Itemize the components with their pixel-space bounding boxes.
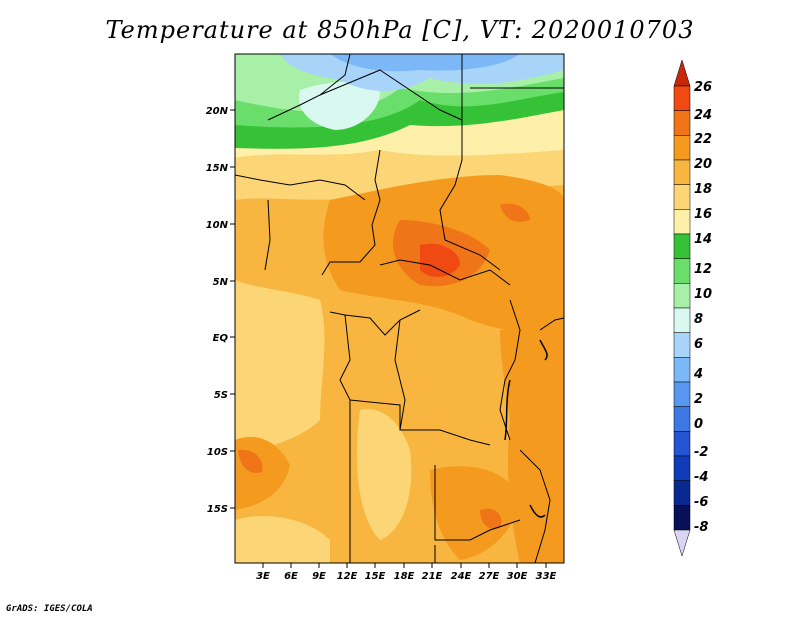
colorbar-label: 22 <box>694 132 712 147</box>
lat-label: 15S <box>207 504 228 515</box>
colorbar-swatch <box>673 135 691 161</box>
colorbar-swatch <box>673 209 691 235</box>
colorbar-swatch <box>673 184 691 210</box>
lon-label: 12E <box>337 571 358 582</box>
map-frame <box>234 53 565 564</box>
colorbar-swatch <box>673 431 691 457</box>
lon-label: 30E <box>507 571 528 582</box>
lon-label: 3E <box>256 571 270 582</box>
colorbar-swatch <box>673 258 691 284</box>
colorbar-label: -8 <box>694 520 708 535</box>
colorbar-label: 0 <box>694 417 703 432</box>
colorbar-label: 14 <box>694 232 712 247</box>
lon-label: 6E <box>284 571 298 582</box>
colorbar-top-arrow <box>673 59 691 87</box>
colorbar-label: 20 <box>694 157 712 172</box>
lat-label: 10S <box>207 447 228 458</box>
lat-label: 5S <box>214 390 228 401</box>
colorbar-swatch <box>673 159 691 185</box>
footer-credit: GrADS: IGES/COLA <box>6 604 93 614</box>
colorbar-swatch <box>673 406 691 432</box>
temperature-field <box>235 54 564 563</box>
lat-label: 20N <box>206 106 229 117</box>
lon-label: 21E <box>422 571 443 582</box>
colorbar-label: 6 <box>694 337 703 352</box>
colorbar-label: 16 <box>694 207 712 222</box>
lat-label: 5N <box>213 277 229 288</box>
colorbar-swatch <box>673 332 691 358</box>
lat-label: 15N <box>206 163 229 174</box>
lat-axis: 20N 15N 10N 5N EQ 5S 10S 15S <box>206 106 235 515</box>
colorbar-bottom-arrow <box>673 529 691 557</box>
colorbar-swatch <box>673 233 691 259</box>
lon-label: 33E <box>536 571 557 582</box>
colorbar-label: 10 <box>694 287 712 302</box>
lat-label: EQ <box>213 333 229 344</box>
colorbar-label: 24 <box>694 108 712 123</box>
colorbar-label: 18 <box>694 182 712 197</box>
colorbar-swatch <box>673 357 691 383</box>
colorbar-swatch <box>673 480 691 506</box>
lon-axis: 3E 6E 9E 12E 15E 18E 21E 24E 27E 30E 33E <box>256 563 557 582</box>
colorbar-label: -4 <box>694 470 708 485</box>
colorbar-label: 2 <box>694 392 703 407</box>
lon-label: 18E <box>394 571 415 582</box>
lat-label: 10N <box>206 220 229 231</box>
colorbar-label: -2 <box>694 445 708 460</box>
colorbar-label: 12 <box>694 262 712 277</box>
colorbar-label: 8 <box>694 312 703 327</box>
colorbar-swatch <box>673 85 691 111</box>
lon-label: 24E <box>451 571 472 582</box>
colorbar-label: -6 <box>694 495 708 510</box>
lon-label: 9E <box>312 571 326 582</box>
colorbar-swatch <box>673 110 691 136</box>
colorbar: 26 24 22 20 18 16 14 12 10 8 6 4 2 0 -2 … <box>673 59 712 557</box>
colorbar-swatch <box>673 505 691 531</box>
colorbar-label: 4 <box>693 367 703 382</box>
lakes <box>504 339 548 518</box>
country-borders <box>235 54 564 563</box>
colorbar-label: 26 <box>694 80 712 95</box>
lon-label: 15E <box>365 571 386 582</box>
colorbar-swatch <box>673 455 691 481</box>
colorbar-swatch <box>673 381 691 407</box>
colorbar-swatch <box>673 307 691 333</box>
map-title: Temperature at 850hPa [C], VT: 202001070… <box>105 16 695 44</box>
lon-label: 27E <box>479 571 500 582</box>
colorbar-swatch <box>673 283 691 309</box>
